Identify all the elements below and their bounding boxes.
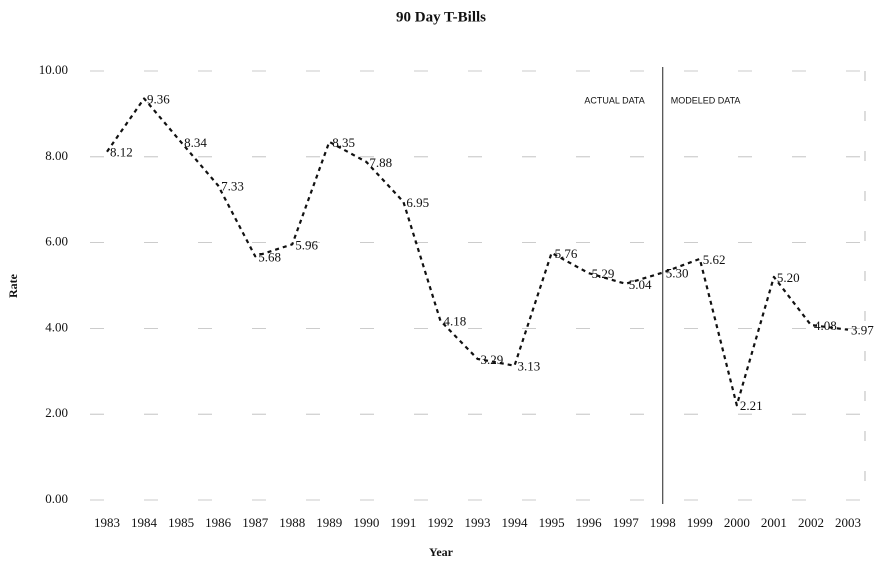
x-tick-label: 1997 — [613, 515, 640, 530]
data-label: 5.96 — [295, 237, 318, 252]
x-tick-label: 1983 — [94, 515, 120, 530]
x-tick-label: 1999 — [687, 515, 713, 530]
x-tick-label: 2000 — [724, 515, 750, 530]
x-tick-label: 1990 — [353, 515, 379, 530]
data-label: 2.21 — [740, 398, 763, 413]
data-label: 5.04 — [629, 277, 652, 292]
x-axis-title: Year — [429, 545, 454, 559]
data-label: 3.97 — [851, 323, 874, 338]
data-label: 3.29 — [481, 352, 504, 367]
data-label: 5.76 — [555, 246, 578, 261]
y-tick-label: 10.00 — [39, 62, 68, 77]
data-label: 7.33 — [221, 179, 244, 194]
x-tick-label: 2003 — [835, 515, 861, 530]
data-label: 9.36 — [147, 91, 170, 106]
x-tick-label: 1984 — [131, 515, 158, 530]
annotation: ACTUAL DATA — [584, 95, 644, 105]
data-line — [106, 97, 849, 407]
y-tick-label: 2.00 — [45, 405, 68, 420]
data-label: 3.13 — [518, 359, 541, 374]
data-label: 8.35 — [332, 135, 355, 150]
y-tick-label: 0.00 — [45, 491, 68, 506]
x-tick-label: 1988 — [279, 515, 305, 530]
data-label: 5.68 — [258, 249, 281, 264]
data-label: 7.88 — [369, 155, 392, 170]
x-tick-label: 1992 — [427, 515, 453, 530]
x-tick-label: 1987 — [242, 515, 269, 530]
y-tick-label: 6.00 — [45, 234, 68, 249]
data-label: 6.95 — [406, 195, 429, 210]
data-label: 4.18 — [443, 314, 466, 329]
data-label: 8.34 — [184, 135, 207, 150]
y-tick-label: 8.00 — [45, 148, 68, 163]
x-tick-label: 1989 — [316, 515, 342, 530]
x-tick-label: 1996 — [576, 515, 603, 530]
data-label: 5.62 — [703, 252, 726, 267]
x-tick-label: 1993 — [465, 515, 491, 530]
data-label: 4.08 — [814, 318, 837, 333]
data-label: 5.20 — [777, 270, 800, 285]
x-tick-label: 2001 — [761, 515, 787, 530]
x-tick-label: 1994 — [502, 515, 529, 530]
data-label: 8.12 — [110, 145, 133, 160]
annotation: MODELED DATA — [671, 95, 741, 105]
x-tick-label: 1998 — [650, 515, 676, 530]
x-tick-label: 1986 — [205, 515, 232, 530]
x-tick-label: 1991 — [390, 515, 416, 530]
x-tick-label: 1985 — [168, 515, 194, 530]
x-tick-label: 1995 — [539, 515, 565, 530]
y-tick-label: 4.00 — [45, 319, 68, 334]
data-label: 5.30 — [666, 266, 689, 281]
data-label: 5.29 — [592, 266, 615, 281]
y-axis-title: Rate — [6, 273, 20, 298]
chart-title: 90 Day T-Bills — [396, 9, 486, 25]
x-tick-label: 2002 — [798, 515, 824, 530]
